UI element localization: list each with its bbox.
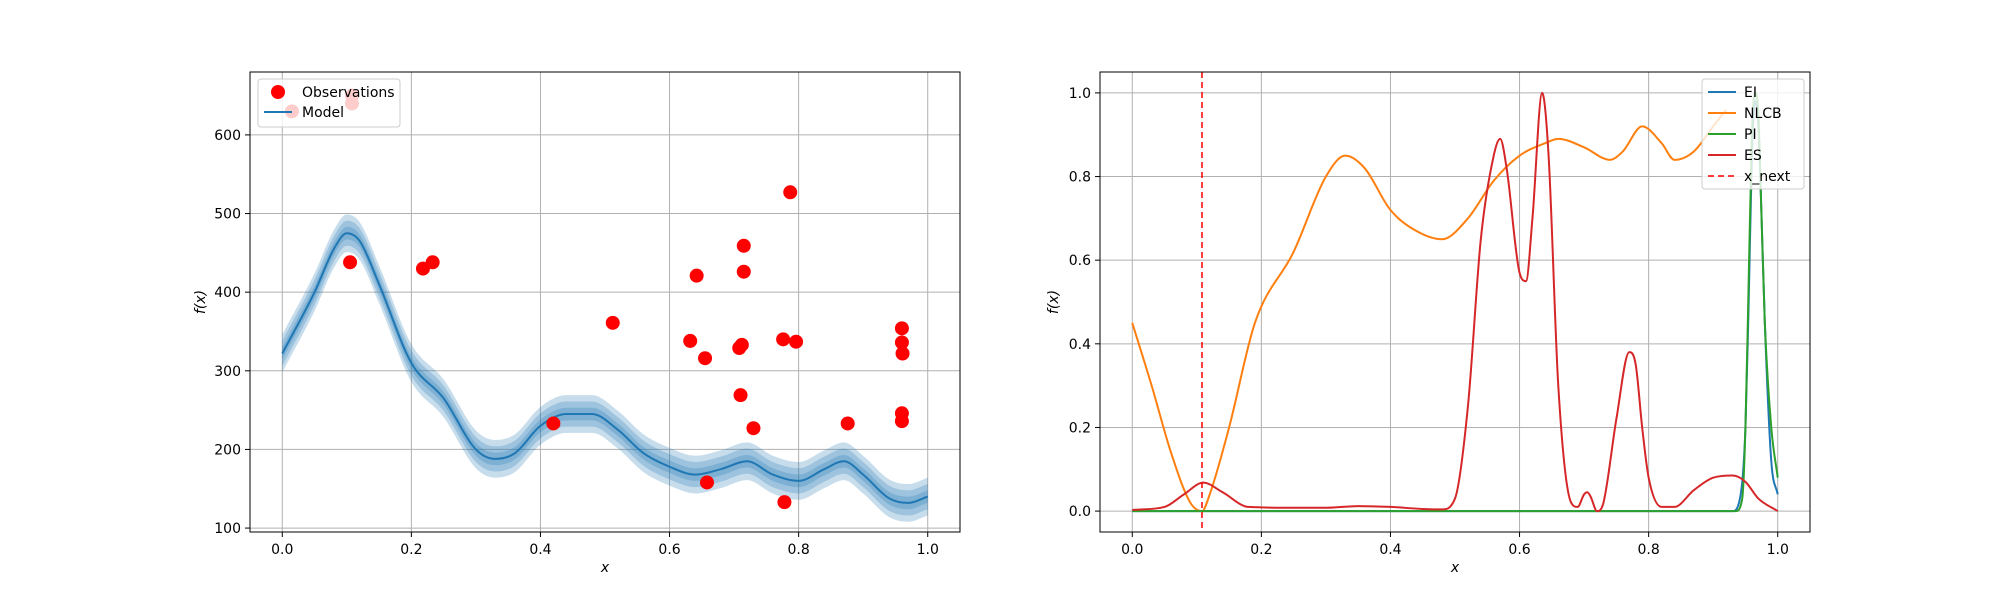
right-axes-frame	[1099, 71, 1811, 533]
observation-point	[736, 238, 751, 253]
right-legend-box	[1701, 78, 1805, 190]
left-y-tick-label: 500	[214, 207, 241, 223]
right-y-axis-label: f(x)	[1046, 290, 1062, 314]
left-x-axis-label: x	[600, 560, 610, 576]
left-x-tick-label: 0.0	[271, 542, 293, 558]
observation-point	[683, 333, 698, 348]
observation-point	[783, 185, 798, 200]
observation-point	[689, 268, 704, 283]
left-axes-frame	[249, 71, 961, 533]
left-y-tick-label: 400	[214, 285, 241, 301]
right-x-axis-label: x	[1450, 560, 1460, 576]
left-legend: Observations Model	[257, 78, 401, 128]
right-y-tick-label: 0.0	[1069, 504, 1091, 520]
legend-ei-label: EI	[1744, 85, 1757, 101]
right-y-ticks: 0.0 0.2 0.4 0.6 0.8 1.0	[1069, 86, 1100, 520]
observation-point	[789, 334, 804, 349]
legend-es-label: ES	[1744, 148, 1762, 164]
left-x-ticks: 0.0 0.2 0.4 0.6 0.8 1.0	[271, 532, 939, 558]
right-y-tick-label: 0.6	[1069, 253, 1091, 269]
observation-point	[605, 315, 620, 330]
right-x-tick-label: 0.6	[1508, 542, 1530, 558]
observation-point	[734, 337, 749, 352]
left-x-tick-label: 0.2	[400, 542, 422, 558]
left-x-tick-label: 0.6	[658, 542, 680, 558]
observation-point	[894, 414, 909, 429]
model-confidence-bands	[282, 214, 928, 522]
right-y-tick-label: 0.4	[1069, 337, 1091, 353]
right-legend: EI NLCB PI ES x_next	[1701, 78, 1805, 190]
right-y-tick-label: 0.2	[1069, 420, 1091, 436]
model-confidence-band	[282, 226, 928, 510]
observation-point	[894, 335, 909, 350]
right-y-tick-label: 0.8	[1069, 170, 1091, 186]
right-plot-area	[1100, 72, 1810, 532]
es-line	[1132, 91, 1779, 513]
left-x-tick-label: 0.4	[529, 542, 551, 558]
left-y-ticks: 100 200 300 400 500 600	[214, 128, 250, 537]
observation-point	[343, 255, 358, 270]
left-legend-box	[257, 78, 401, 128]
observation-point	[777, 495, 792, 510]
right-chart: 0.0 0.2 0.4 0.6 0.8 1.0 0.00.20.40.60.81.0 x …	[1046, 71, 1811, 576]
observation-point	[425, 255, 440, 270]
left-y-tick-label: 600	[214, 128, 241, 144]
right-x-tick-label: 0.8	[1638, 542, 1660, 558]
legend-x-next-label: x_next	[1744, 169, 1791, 185]
left-grid	[250, 72, 960, 532]
observation-point	[698, 351, 713, 366]
right-x-tick-label: 0.0	[1121, 542, 1143, 558]
right-y-tick-label: 1.0	[1069, 86, 1091, 102]
left-x-tick-label: 0.8	[788, 542, 810, 558]
right-x-tick-label: 0.4	[1379, 542, 1401, 558]
model-line	[281, 232, 929, 504]
model-confidence-band	[282, 220, 928, 516]
legend-model-label: Model	[302, 105, 344, 121]
nlcb-line	[1131, 109, 1727, 513]
legend-observations-label: Observations	[302, 85, 395, 101]
observation-point	[746, 421, 761, 436]
right-x-ticks: 0.0 0.2 0.4 0.6 0.8 1.0	[1121, 532, 1789, 558]
observation-point	[895, 346, 910, 361]
observation-point	[840, 416, 855, 431]
legend-observations-marker	[271, 85, 285, 99]
observation-point	[894, 321, 909, 336]
observation-point	[776, 332, 791, 347]
model-confidence-band	[282, 214, 928, 522]
right-x-tick-label: 1.0	[1767, 542, 1789, 558]
left-x-tick-label: 1.0	[917, 542, 939, 558]
observation-point	[736, 264, 751, 279]
left-y-tick-label: 100	[214, 521, 241, 537]
observation-point	[733, 388, 748, 403]
left-y-tick-label: 200	[214, 442, 241, 458]
left-plot-area	[250, 72, 960, 532]
legend-nlcb-label: NLCB	[1744, 106, 1782, 122]
left-y-tick-label: 300	[214, 364, 241, 380]
observation-point	[546, 416, 561, 431]
right-x-tick-label: 0.2	[1250, 542, 1272, 558]
observation-point	[699, 475, 714, 490]
legend-pi-label: PI	[1744, 127, 1757, 143]
left-y-axis-label: f(x)	[193, 290, 209, 314]
